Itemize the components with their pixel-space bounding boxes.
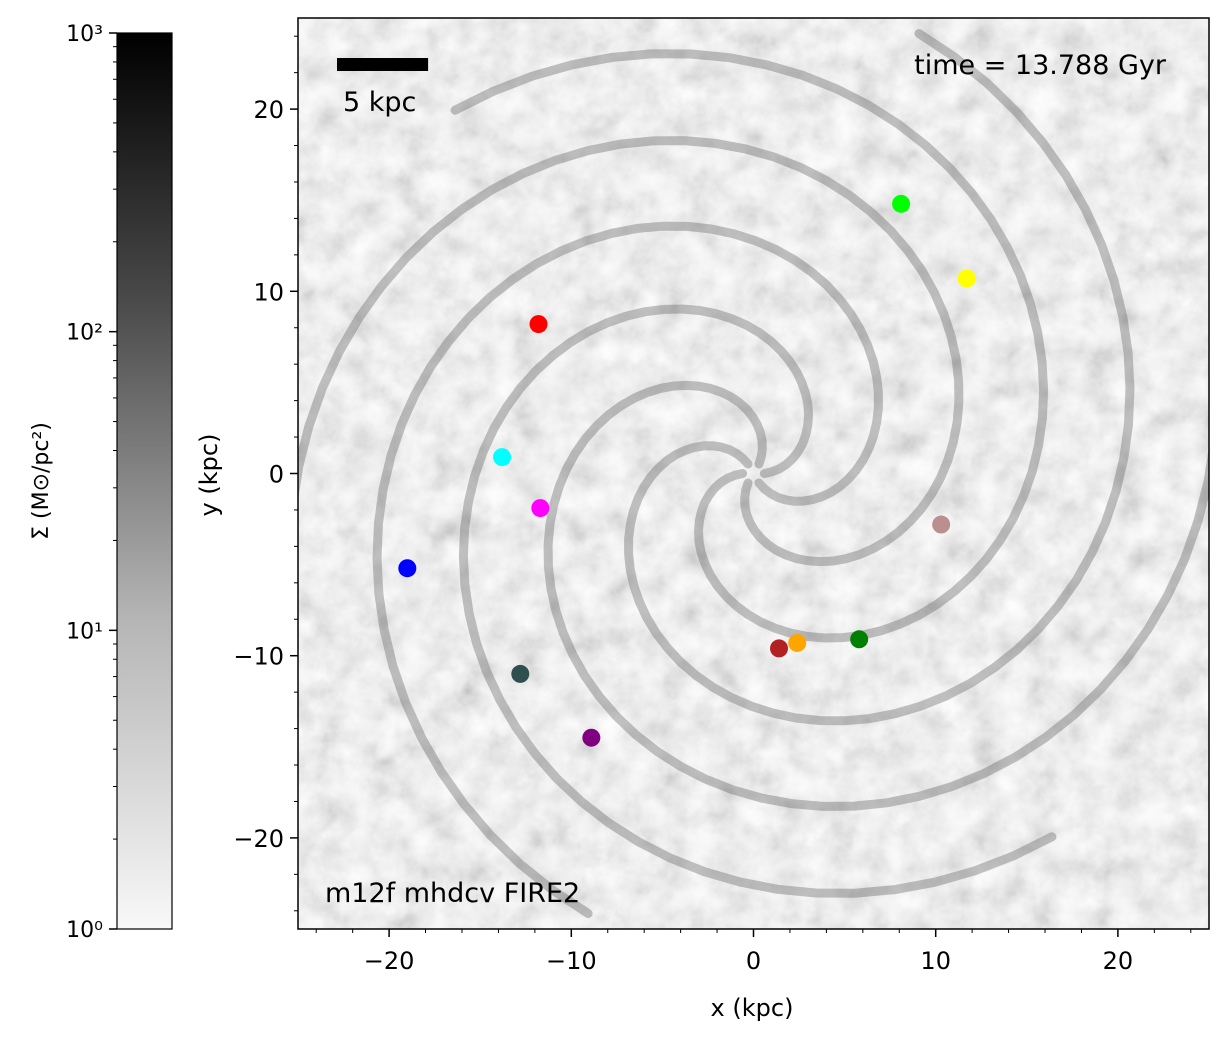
simulation-label: m12f mhdcv FIRE2	[325, 878, 580, 909]
colorbar-label: Σ (M⊙/pc²)	[29, 422, 54, 540]
spiral-arm	[298, 136, 964, 567]
marker-point	[892, 194, 911, 213]
scale-bar	[337, 58, 429, 71]
scale-bar-label: 5 kpc	[343, 87, 416, 118]
colorbar-tick-label: 10²	[66, 321, 103, 346]
colorbar-gradient	[116, 32, 173, 930]
marker-point	[398, 559, 417, 578]
y-tick-label: 10	[253, 278, 284, 306]
spiral-arm	[372, 221, 883, 918]
marker-point	[850, 630, 869, 649]
time-annotation: time = 13.788 Gyr	[914, 50, 1167, 81]
density-map	[298, 18, 1209, 929]
x-tick-label: 20	[1103, 947, 1134, 975]
spiral-arm	[543, 380, 1209, 811]
plot-area: −20 −10 0 10 20 −20 −10 0 10 20 5 kpc time = 13.7…	[233, 17, 1210, 975]
x-tick-label: −10	[546, 947, 597, 975]
colorbar-tick-label: 10³	[66, 22, 103, 47]
colorbar-tick-label: 10¹	[66, 619, 103, 644]
x-tick-label: 0	[746, 947, 761, 975]
marker-point	[582, 728, 601, 747]
colorbar-ticks: 10⁰ 10¹ 10² 10³	[66, 22, 117, 943]
marker-point	[770, 639, 789, 658]
x-tick-label: −20	[364, 947, 415, 975]
x-axis-label: x (kpc)	[711, 994, 794, 1022]
spiral-arm	[624, 29, 1135, 726]
spiral-arm	[458, 304, 1057, 898]
colorbar: 10⁰ 10¹ 10² 10³ Σ (M⊙/pc²)	[29, 22, 173, 943]
spiral-arm	[450, 49, 1049, 643]
marker-point	[493, 448, 512, 467]
y-tick-label: −20	[233, 825, 284, 853]
spiral-arms	[298, 29, 1209, 918]
y-tick-label: −10	[233, 643, 284, 671]
y-tick-label: 20	[253, 96, 284, 124]
axis-ticks: −20 −10 0 10 20 −20 −10 0 10 20	[233, 35, 1192, 975]
marker-point	[531, 499, 550, 518]
x-tick-label: 10	[920, 947, 951, 975]
marker-point	[957, 269, 976, 288]
marker-point	[788, 633, 807, 652]
y-tick-label: 0	[269, 461, 284, 489]
colorbar-tick-label: 10⁰	[66, 918, 103, 943]
marker-point	[529, 315, 548, 334]
marker-point	[511, 664, 530, 683]
markers	[398, 194, 976, 747]
marker-point	[932, 515, 951, 534]
y-axis-label: y (kpc)	[195, 434, 223, 517]
